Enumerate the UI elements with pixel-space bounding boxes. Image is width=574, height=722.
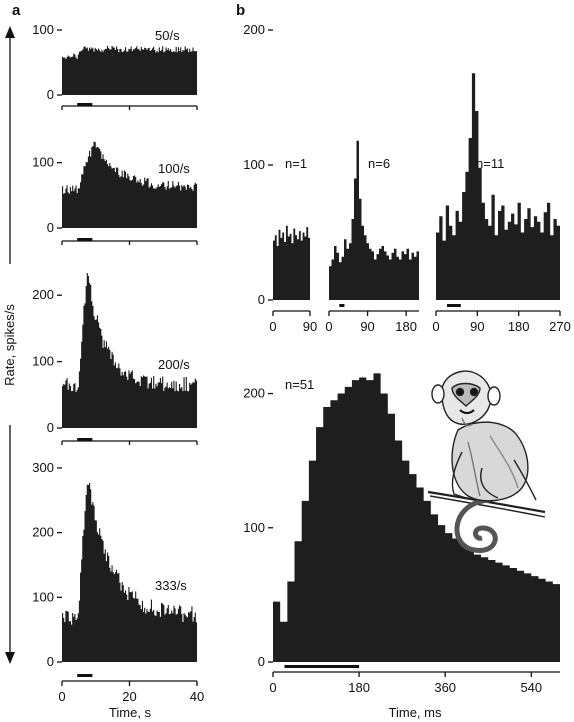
a2-ytick-label: 0 bbox=[47, 220, 54, 235]
b4-xtick-label: 180 bbox=[348, 680, 370, 695]
b4-ytick-label: 0 bbox=[258, 654, 265, 669]
a1-stimulus-bar bbox=[77, 103, 93, 106]
panel-a1: 0 100 50/s bbox=[32, 22, 198, 110]
a1-ytick-label: 0 bbox=[47, 87, 54, 102]
b1-xtick-label: 90 bbox=[303, 319, 317, 334]
b3-xtick-label: 180 bbox=[508, 319, 530, 334]
a2-histogram bbox=[62, 141, 197, 228]
a1-ytick-label: 100 bbox=[32, 22, 54, 37]
a1-condition-label: 50/s bbox=[155, 28, 180, 43]
y-axis-label: Rate, spikes/s bbox=[2, 304, 17, 386]
a4-xtick-label: 20 bbox=[122, 689, 136, 704]
a4-ytick-label: 300 bbox=[32, 460, 54, 475]
b1-ytick-label: 200 bbox=[243, 22, 265, 37]
a3-stimulus-bar bbox=[77, 438, 93, 441]
a2-ytick-label: 100 bbox=[32, 155, 54, 170]
a4-xtick-label: 0 bbox=[58, 689, 65, 704]
y-axis-label-group: Rate, spikes/s bbox=[2, 26, 17, 664]
b2-histogram bbox=[329, 140, 419, 300]
b4-stimulus-bar bbox=[284, 665, 360, 668]
panel-b-x-axis-title: Time, ms bbox=[389, 705, 442, 720]
a4-ytick-label: 0 bbox=[47, 654, 54, 669]
b4-condition-label: n=51 bbox=[285, 377, 314, 392]
panel-a-x-axis-title: Time, s bbox=[109, 705, 152, 720]
b4-histogram bbox=[273, 373, 560, 662]
b4-xtick-label: 540 bbox=[520, 680, 542, 695]
b3-histogram bbox=[436, 73, 560, 300]
b4-ytick-label: 200 bbox=[243, 386, 265, 401]
a4-ytick-label: 100 bbox=[32, 589, 54, 604]
a3-ytick-label: 200 bbox=[32, 287, 54, 302]
b1-xtick-label: 0 bbox=[269, 319, 276, 334]
b4-xtick-label: 360 bbox=[434, 680, 456, 695]
b1-ytick-label: 100 bbox=[243, 157, 265, 172]
a4-condition-label: 333/s bbox=[155, 578, 187, 593]
b1-ytick-label: 0 bbox=[258, 292, 265, 307]
b3-xtick-label: 90 bbox=[470, 319, 484, 334]
panel-a-letter: a bbox=[12, 2, 21, 19]
a4-histogram bbox=[62, 482, 197, 662]
a4-xtick-label: 40 bbox=[190, 689, 204, 704]
b2-xtick-label: 180 bbox=[395, 319, 417, 334]
a3-histogram bbox=[62, 272, 197, 428]
panel-a2: 0 100 100/s bbox=[32, 141, 198, 245]
a2-condition-label: 100/s bbox=[158, 161, 190, 176]
a3-ytick-label: 100 bbox=[32, 354, 54, 369]
b3-condition-label: n=11 bbox=[476, 156, 504, 171]
arrow-up-icon bbox=[5, 26, 15, 38]
b2-xtick-label: 0 bbox=[325, 319, 332, 334]
panel-b-letter: b bbox=[236, 2, 245, 19]
b2-condition-label: n=6 bbox=[368, 156, 390, 171]
b3-xtick-label: 270 bbox=[549, 319, 571, 334]
a3-ytick-label: 0 bbox=[47, 420, 54, 435]
b2-stimulus-bar bbox=[339, 304, 345, 307]
b1-histogram bbox=[273, 225, 310, 300]
panel-b4: 0 100 200 0 180 360 540 n=51 bbox=[243, 373, 560, 695]
b2-xtick-label: 90 bbox=[360, 319, 374, 334]
b3-xtick-label: 0 bbox=[432, 319, 439, 334]
a2-stimulus-bar bbox=[77, 238, 93, 241]
a1-histogram bbox=[62, 45, 197, 95]
b1-condition-label: n=1 bbox=[285, 156, 307, 171]
panel-b3: 0 90 180 270 n=11 bbox=[432, 73, 571, 334]
panel-a4: 0 100 200 300 0 20 40 333/s bbox=[32, 460, 204, 704]
b3-stimulus-bar bbox=[447, 304, 461, 307]
panel-a3: 0 100 200 200/s bbox=[32, 272, 198, 445]
a4-stimulus-bar bbox=[77, 674, 93, 677]
b4-xtick-label: 0 bbox=[269, 680, 276, 695]
squirrel-monkey-illustration bbox=[427, 370, 546, 553]
panel-b1: 0 100 200 0 90 n=1 bbox=[243, 22, 317, 334]
a4-ytick-label: 200 bbox=[32, 525, 54, 540]
a3-condition-label: 200/s bbox=[158, 357, 190, 372]
b4-ytick-label: 100 bbox=[243, 520, 265, 535]
arrow-down-icon bbox=[5, 652, 15, 664]
panel-b2: 0 90 180 n=6 bbox=[325, 140, 419, 334]
